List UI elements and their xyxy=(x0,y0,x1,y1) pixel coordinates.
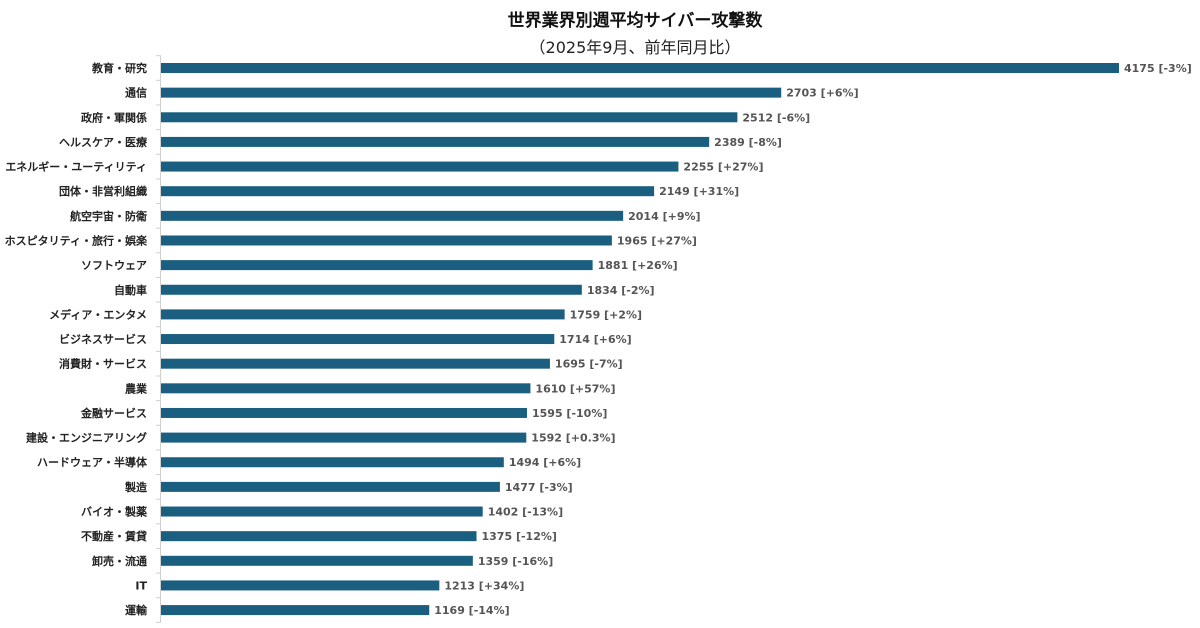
bar xyxy=(161,112,738,123)
bar xyxy=(161,63,1119,73)
data-label: 1610 [+57%] xyxy=(535,382,615,395)
category-label: 製造 xyxy=(124,480,148,494)
bar xyxy=(161,555,473,566)
data-label: 1881 [+26%] xyxy=(598,259,678,272)
category-label: 教育・研究 xyxy=(91,61,147,75)
bar xyxy=(161,334,555,345)
data-label: 2255 [+27%] xyxy=(683,161,763,174)
category-label: ヘルスケア・医療 xyxy=(59,135,148,149)
category-label: IT xyxy=(135,579,147,592)
bar xyxy=(161,210,624,221)
data-label: 1402 [-13%] xyxy=(488,506,563,519)
bar xyxy=(161,161,679,172)
bar xyxy=(161,136,710,147)
bar xyxy=(161,506,483,517)
bar xyxy=(161,284,582,295)
data-label: 1834 [-2%] xyxy=(587,284,655,297)
chart-subtitle: （2025年9月、前年同月比） xyxy=(529,38,741,57)
data-label: 1169 [-14%] xyxy=(434,604,509,617)
category-label: ハードウェア・半導体 xyxy=(37,455,148,469)
data-label: 1477 [-3%] xyxy=(505,481,573,494)
bar xyxy=(161,383,531,394)
data-label: 1375 [-12%] xyxy=(482,530,557,543)
category-label: 建設・エンジニアリング xyxy=(26,431,147,445)
data-label: 1592 [+0.3%] xyxy=(531,432,615,445)
data-label: 2389 [-8%] xyxy=(714,136,782,149)
bar xyxy=(161,457,504,468)
data-label: 1595 [-10%] xyxy=(532,407,607,420)
bar xyxy=(161,531,477,542)
category-label: 不動産・賃貸 xyxy=(81,529,147,543)
data-label: 2703 [+6%] xyxy=(786,87,858,100)
bar xyxy=(161,605,430,616)
category-label: 自動車 xyxy=(114,283,147,297)
data-label: 1213 [+34%] xyxy=(444,579,524,592)
data-label: 1359 [-16%] xyxy=(478,555,553,568)
category-label: 運輸 xyxy=(125,603,148,617)
bar xyxy=(161,235,612,246)
data-label: 2149 [+31%] xyxy=(659,185,739,198)
bar xyxy=(161,358,550,369)
category-label: 卸売・流通 xyxy=(92,554,147,568)
data-label: 1759 [+2%] xyxy=(570,308,642,321)
category-label: ソフトウェア xyxy=(81,259,147,272)
category-label: メディア・エンタメ xyxy=(49,307,147,321)
bar xyxy=(161,87,782,98)
bar xyxy=(161,481,500,492)
category-label: 政府・軍関係 xyxy=(81,110,147,124)
category-label: 航空宇宙・防衛 xyxy=(70,209,147,223)
bar xyxy=(161,260,593,271)
data-label: 1714 [+6%] xyxy=(559,333,631,346)
data-label: 2014 [+9%] xyxy=(628,210,700,223)
category-label: 団体・非営利組織 xyxy=(59,184,147,198)
data-label: 2512 [-6%] xyxy=(742,111,810,124)
category-label: バイオ・製薬 xyxy=(81,505,148,519)
data-label: 1965 [+27%] xyxy=(617,234,697,247)
data-label: 4175 [-3%] xyxy=(1124,62,1192,75)
category-label: 金融サービス xyxy=(80,406,147,420)
category-label: ビジネスサービス xyxy=(59,332,147,346)
category-label: 通信 xyxy=(125,86,147,100)
data-label: 1494 [+6%] xyxy=(509,456,581,469)
category-label: エネルギー・ユーティリティ xyxy=(5,160,147,174)
bar xyxy=(161,407,527,418)
bar xyxy=(161,580,440,591)
chart-title: 世界業界別週平均サイバー攻撃数 xyxy=(507,11,763,31)
bar xyxy=(161,309,565,320)
category-label: 消費財・サービス xyxy=(59,357,147,371)
bar xyxy=(161,186,655,197)
category-label: 農業 xyxy=(125,381,148,395)
data-label: 1695 [-7%] xyxy=(555,358,623,371)
category-label: ホスピタリティ・旅行・娯楽 xyxy=(5,233,148,247)
bar xyxy=(161,432,527,443)
